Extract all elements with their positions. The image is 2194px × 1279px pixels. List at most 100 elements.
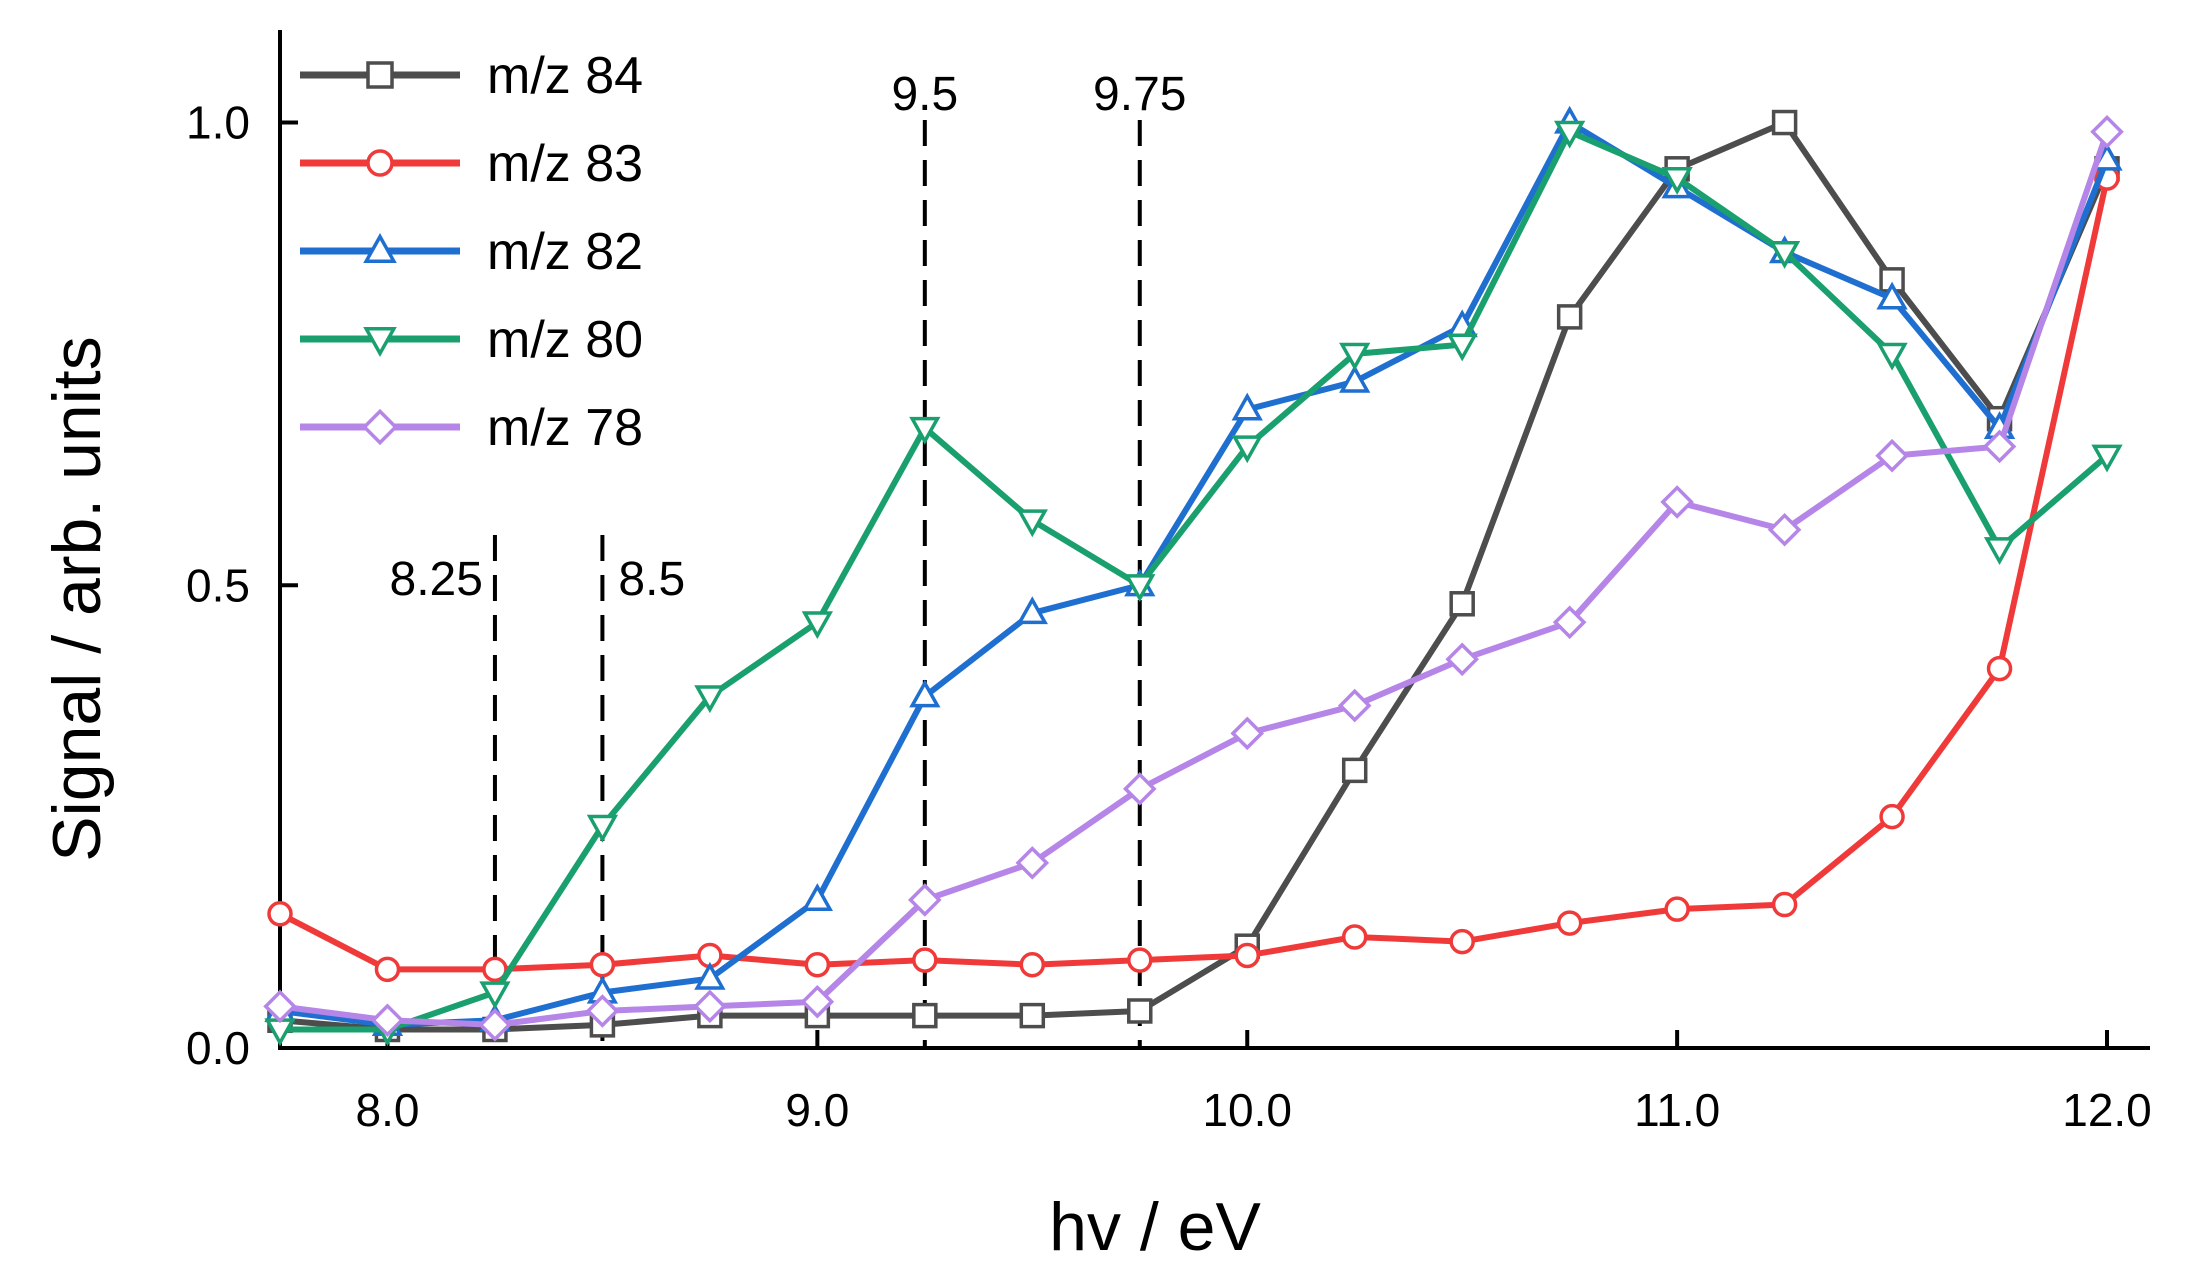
x-tick-label: 10.0 — [1202, 1084, 1292, 1136]
marker-diamond — [263, 989, 297, 1024]
marker-triangle-down — [1339, 342, 1371, 371]
marker-diamond — [2090, 115, 2124, 149]
marker-square — [1127, 998, 1153, 1024]
marker-circle — [1341, 924, 1368, 950]
marker-square — [1771, 109, 1798, 136]
marker-circle — [589, 951, 616, 978]
series-line — [277, 119, 2111, 1028]
marker-square — [366, 61, 394, 89]
series-line — [277, 119, 2111, 1033]
x-tick-label: 12.0 — [2062, 1084, 2152, 1136]
marker-diamond — [1337, 688, 1372, 723]
annotation-lines: 8.25 8.5 9.5 9.75 — [390, 68, 1186, 1048]
marker-triangle-down — [694, 685, 726, 714]
annotation-label: 9.75 — [1093, 68, 1186, 121]
marker-circle — [374, 956, 401, 983]
marker-diamond — [370, 1003, 405, 1038]
marker-diamond — [1552, 605, 1587, 640]
marker-triangle-down — [363, 327, 397, 357]
axes: 8.0 9.0 10.0 11.0 12.0 0.0 0.5 1.0 hv / eV Signal… — [39, 30, 2152, 1265]
marker-triangle-down — [1768, 241, 1801, 269]
marker-circle — [1449, 928, 1475, 955]
marker-diamond — [1660, 485, 1694, 519]
marker-square — [1556, 304, 1583, 330]
marker-circle — [1019, 951, 1046, 978]
marker-diamond — [1230, 716, 1265, 751]
marker-circle — [1986, 655, 2013, 682]
marker-circle — [1234, 942, 1260, 969]
marker-square — [912, 1002, 938, 1029]
y-tick-label: 0.5 — [186, 559, 250, 611]
legend-label: m/z 82 — [487, 223, 643, 281]
marker-diamond — [1015, 846, 1050, 880]
y-axis-title: Signal / arb. units — [39, 336, 115, 861]
legend: m/z 84 m/z 83 m/z 82 m/z 80 m/z 78 — [300, 47, 643, 457]
marker-diamond — [1875, 438, 1909, 473]
marker-triangle-down — [1446, 333, 1478, 362]
marker-diamond — [1445, 642, 1479, 677]
marker-diamond — [478, 1008, 512, 1042]
y-tick-label: 0.0 — [186, 1022, 250, 1074]
marker-diamond — [800, 984, 835, 1019]
legend-label: m/z 78 — [487, 399, 643, 457]
annotation-label: 9.5 — [891, 68, 958, 121]
marker-circle — [1879, 803, 1905, 830]
marker-diamond — [908, 883, 942, 917]
marker-triangle-up — [363, 233, 397, 263]
marker-diamond — [1767, 512, 1802, 547]
x-tick-label: 9.0 — [785, 1084, 849, 1136]
marker-circle — [366, 149, 394, 177]
marker-circle — [1127, 947, 1153, 973]
marker-diamond — [585, 994, 620, 1028]
marker-triangle-up — [1231, 392, 1263, 421]
legend-item: m/z 83 — [300, 135, 643, 193]
marker-square — [1341, 757, 1368, 784]
legend-item: m/z 78 — [300, 399, 643, 457]
marker-square — [1019, 1002, 1046, 1029]
marker-triangle-down — [586, 814, 619, 843]
legend-label: m/z 80 — [487, 311, 643, 369]
marker-triangle-down — [1983, 537, 2016, 566]
marker-triangle-up — [1876, 281, 1908, 310]
marker-triangle-up — [694, 961, 726, 990]
marker-triangle-down — [801, 611, 833, 640]
marker-triangle-down — [1554, 120, 1586, 149]
marker-square — [1449, 591, 1475, 617]
marker-triangle-down — [1016, 509, 1048, 538]
legend-label: m/z 84 — [487, 47, 643, 105]
marker-diamond — [1122, 772, 1157, 806]
legend-item: m/z 84 — [300, 47, 643, 105]
series-m-z-78 — [263, 115, 2124, 1042]
marker-triangle-down — [1876, 342, 1908, 371]
marker-triangle-up — [1016, 596, 1048, 625]
x-tick-label: 8.0 — [355, 1084, 419, 1136]
marker-circle — [804, 951, 831, 978]
annotation-label: 8.5 — [618, 553, 685, 606]
marker-circle — [1556, 910, 1583, 936]
marker-circle — [482, 956, 508, 983]
x-axis-title: hv / eV — [1049, 1189, 1261, 1265]
annotation-label: 8.25 — [390, 553, 483, 606]
x-tick-label: 11.0 — [1634, 1084, 1720, 1136]
marker-triangle-down — [2091, 444, 2123, 473]
marker-triangle-up — [801, 883, 833, 912]
marker-triangle-down — [1661, 166, 1693, 195]
legend-item: m/z 80 — [300, 311, 643, 369]
legend-item: m/z 82 — [300, 223, 643, 281]
data-series — [263, 105, 2124, 1047]
marker-diamond — [361, 408, 399, 446]
marker-triangle-up — [1339, 364, 1371, 393]
marker-circle — [912, 947, 938, 973]
legend-label: m/z 83 — [487, 135, 643, 193]
marker-triangle-down — [909, 416, 941, 445]
marker-circle — [1771, 891, 1798, 918]
marker-triangle-up — [909, 679, 941, 708]
series-line — [277, 128, 2111, 1028]
y-tick-label: 1.0 — [186, 97, 250, 149]
marker-diamond — [1982, 429, 2017, 464]
marker-triangle-down — [1124, 574, 1156, 603]
marker-circle — [267, 901, 293, 927]
series-line — [277, 128, 2111, 1033]
series-line — [277, 175, 2111, 973]
